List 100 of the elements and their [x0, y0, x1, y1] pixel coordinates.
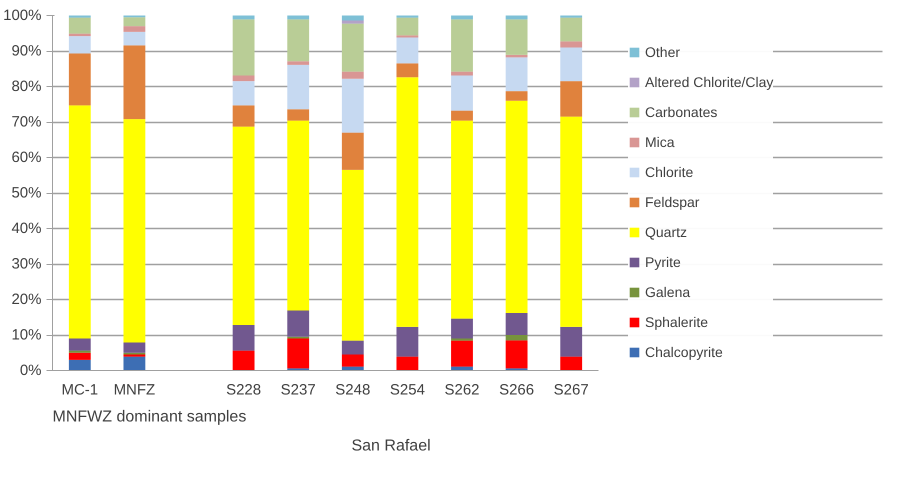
bar: [68, 53, 91, 106]
bar: [232, 81, 255, 106]
bar: [68, 360, 91, 370]
bar: [287, 64, 310, 110]
legend-label: Galena: [645, 284, 690, 300]
bar: [451, 340, 473, 367]
y-tick-label: 10%: [11, 326, 42, 344]
legend-label: Chlorite: [645, 164, 694, 180]
y-tick-label: 70%: [11, 114, 42, 130]
bar: [451, 318, 473, 339]
bar: [68, 105, 91, 339]
bar: [560, 326, 582, 357]
bar: [506, 100, 528, 313]
legend-label: Quartz: [645, 224, 688, 240]
x-tick-label: S237: [280, 382, 316, 398]
bar: [342, 72, 364, 79]
bar: [232, 325, 255, 351]
bar: [287, 120, 310, 311]
legend-label: Mica: [645, 134, 675, 150]
bar: [451, 19, 473, 72]
bar: [68, 34, 91, 36]
bar: [232, 105, 255, 127]
bar: [506, 340, 528, 368]
bar: [451, 16, 473, 20]
x-tick-label: S266: [499, 382, 534, 398]
bar: [342, 132, 364, 170]
bar: [396, 326, 418, 357]
bar: [232, 126, 255, 326]
bar: [396, 38, 418, 64]
bar: [123, 45, 146, 120]
text: San Rafael: [351, 438, 431, 454]
bar: [232, 19, 255, 76]
bar: [342, 24, 364, 72]
legend-label: Altered Chlorite/Clay: [645, 74, 774, 90]
bar: [506, 16, 528, 20]
legend-label: Chalcopyrite: [645, 344, 723, 360]
y-tick-label: 60%: [11, 149, 42, 166]
bar: [232, 350, 255, 370]
bar: [506, 54, 528, 58]
bar: [342, 340, 364, 355]
bar: [287, 16, 310, 20]
bar: [68, 352, 91, 360]
y-tick-label: 90%: [11, 42, 42, 60]
bar: [287, 61, 310, 65]
legend-label: Feldspar: [645, 194, 700, 210]
bar: [342, 20, 364, 24]
bar: [68, 18, 91, 34]
bar: [396, 77, 418, 327]
bar: [506, 19, 528, 55]
y-tick-label: 100%: [3, 7, 42, 24]
y-tick-label: 50%: [11, 184, 42, 202]
bar: [506, 335, 528, 340]
bar: [287, 109, 310, 121]
bar: [68, 36, 91, 54]
bar: [287, 19, 310, 62]
bar: [342, 78, 364, 133]
bar: [396, 35, 418, 38]
x-tick-label: S254: [390, 382, 425, 398]
bar: [123, 119, 146, 342]
bar: [396, 356, 418, 370]
x-tick-label: MNFZ: [114, 382, 156, 398]
bar: [506, 91, 528, 101]
bar: [451, 110, 473, 121]
y-tick-label: 40%: [11, 220, 42, 237]
legend-label: Sphalerite: [645, 314, 708, 330]
x-tick-label: S262: [444, 382, 480, 398]
y-tick-label: 20%: [11, 291, 42, 308]
bar: [560, 18, 582, 42]
bar: [287, 338, 310, 368]
y-tick-label: 30%: [11, 256, 42, 272]
bar: [451, 75, 473, 111]
legend-label: Pyrite: [645, 254, 681, 270]
legend-label: Other: [645, 44, 680, 60]
bar: [451, 366, 473, 370]
bar: [560, 41, 582, 48]
bar: [123, 17, 146, 26]
bar: [396, 63, 418, 78]
x-tick-label: S267: [554, 382, 589, 398]
bar: [506, 312, 528, 335]
legend-label: Carbonates: [645, 104, 718, 120]
bar: [396, 18, 418, 36]
bar: [287, 310, 310, 337]
y-tick-label: 0%: [20, 362, 42, 379]
bar: [560, 81, 582, 117]
bar: [232, 75, 255, 82]
x-tick-label: S248: [335, 382, 370, 398]
bar: [68, 338, 91, 351]
bar: [232, 16, 255, 20]
bar: [560, 47, 582, 82]
bar: [342, 354, 364, 367]
bar: [506, 57, 528, 92]
x-tick-label: MC-1: [61, 382, 98, 398]
bar: [123, 356, 146, 370]
bar: [123, 32, 146, 46]
bar: [342, 16, 364, 20]
bar: [560, 356, 582, 370]
bar: [123, 26, 146, 32]
bar: [560, 116, 582, 327]
x-tick-label: S228: [226, 382, 262, 398]
y-tick-label: 80%: [11, 78, 42, 95]
